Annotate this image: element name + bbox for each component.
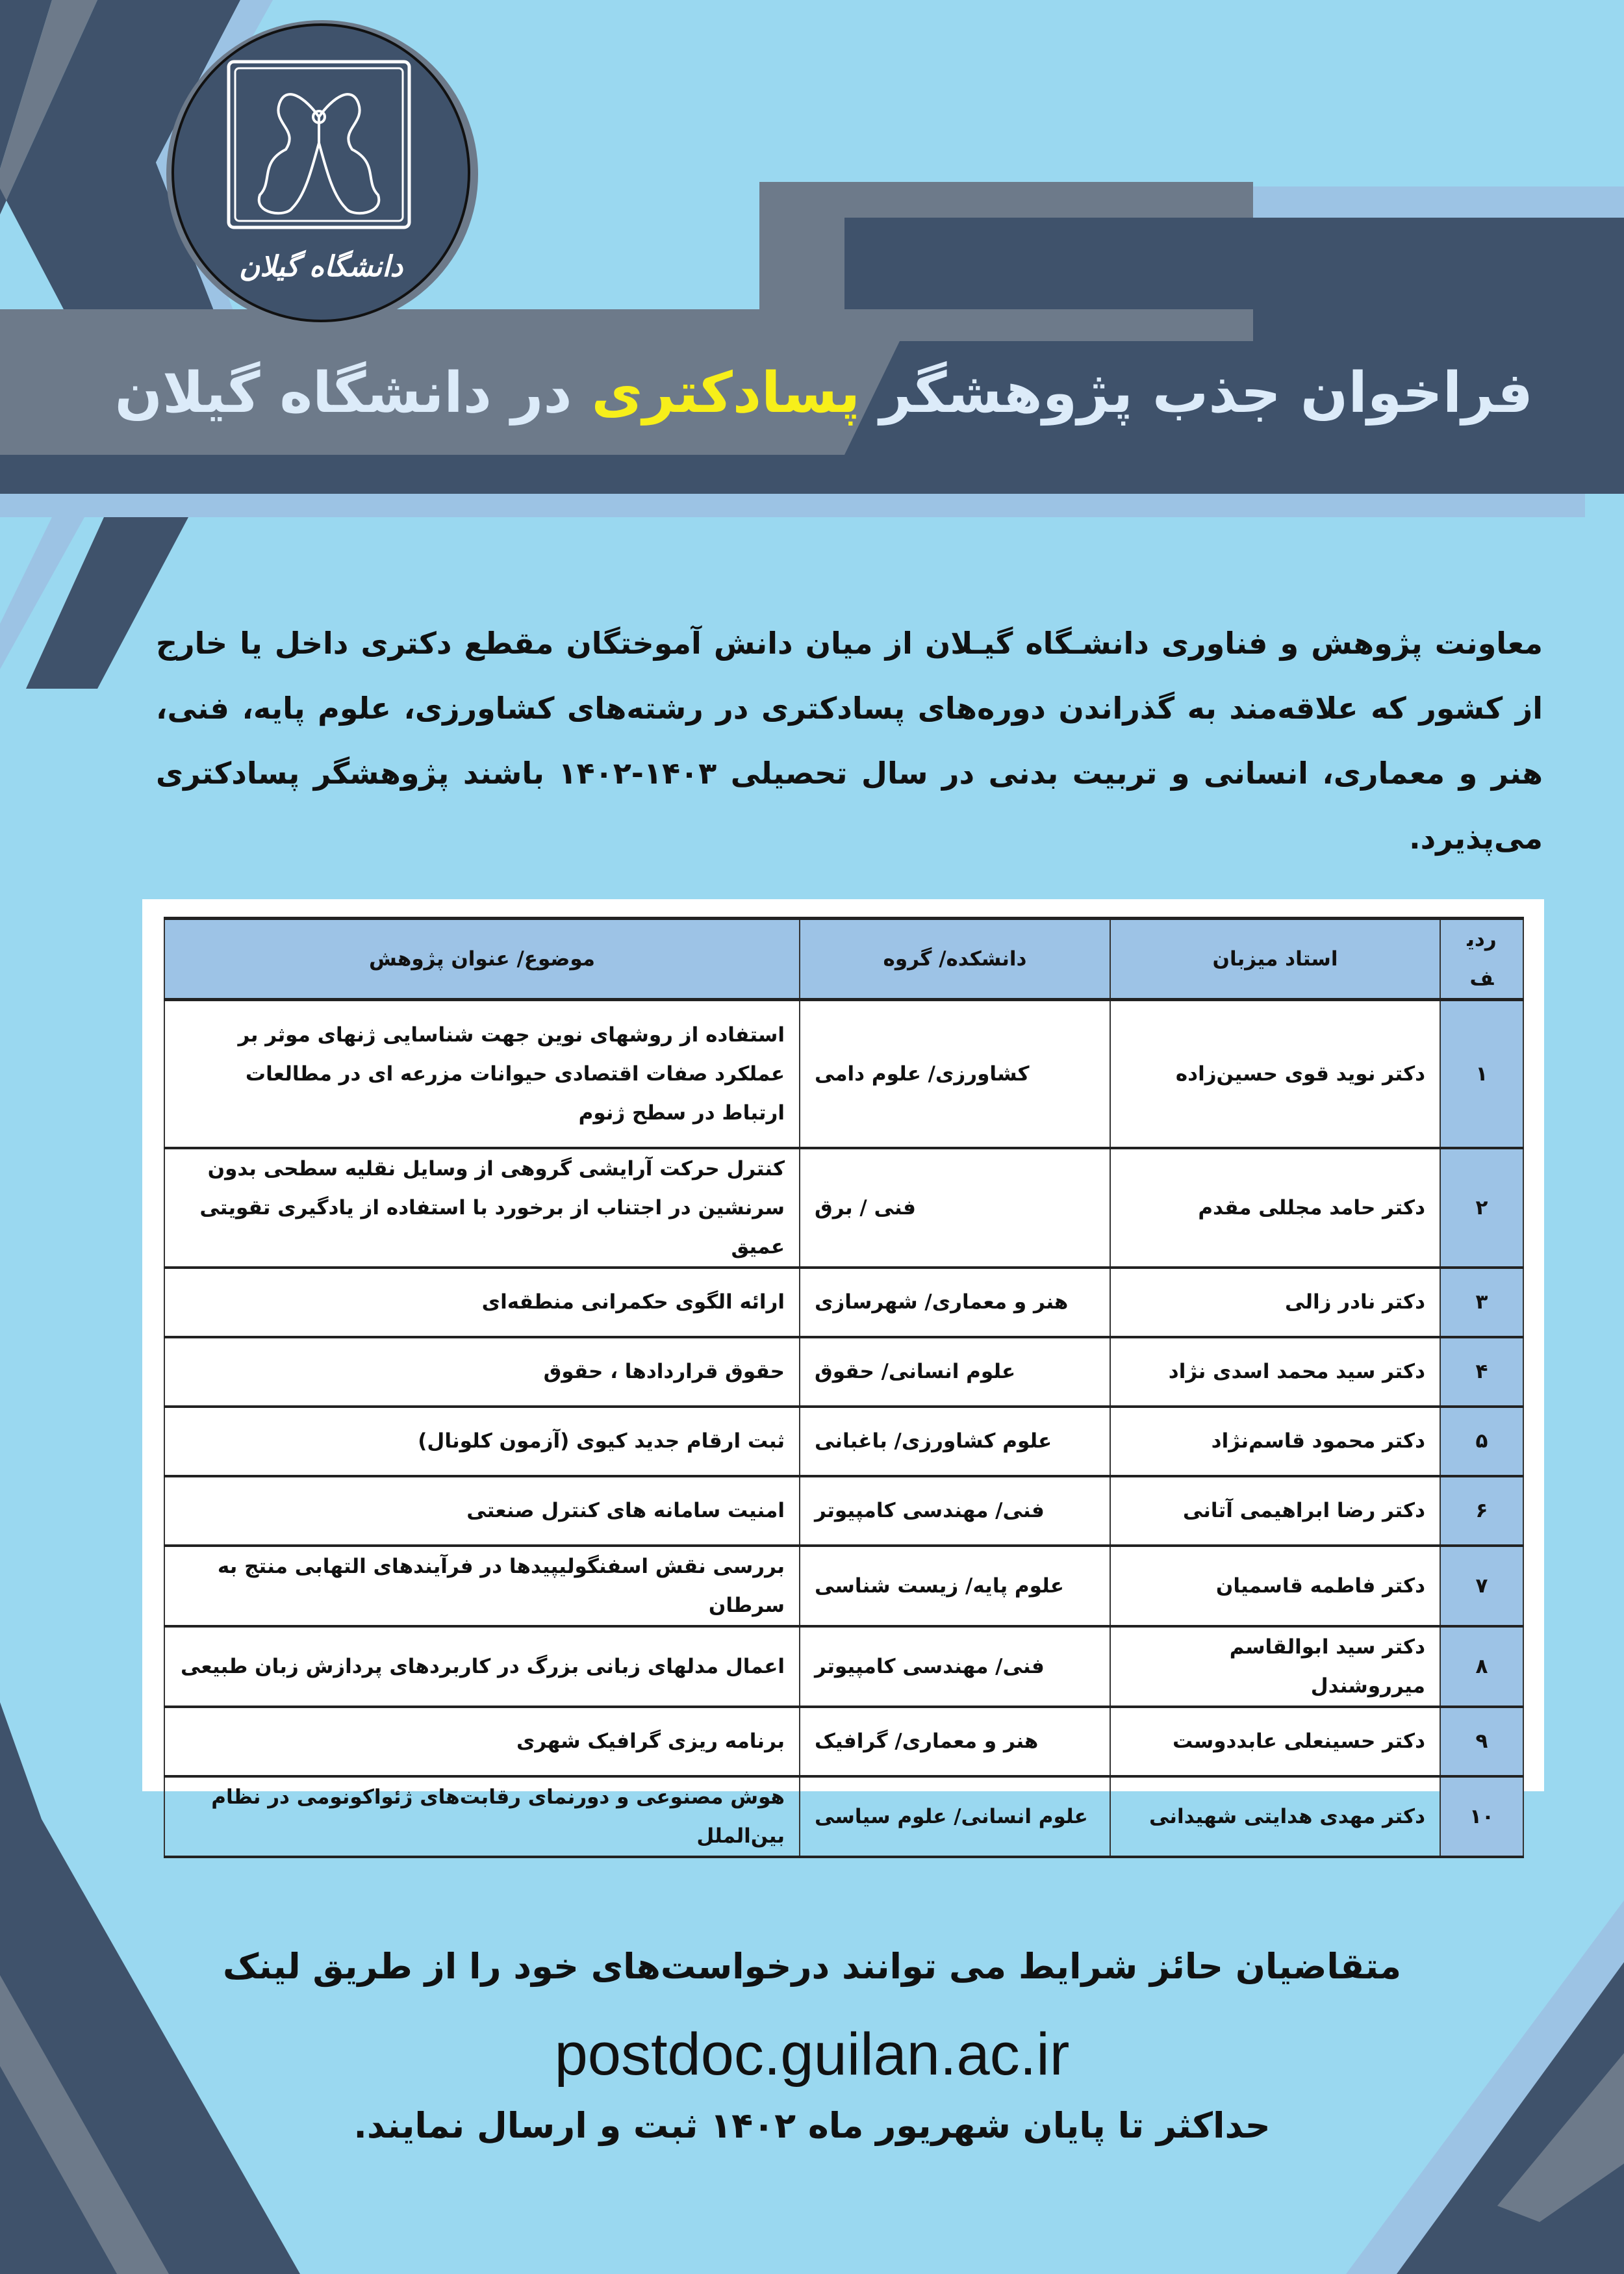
table-body: ۱ دکتر نوید قوی حسین‌زاده کشاورزی/ علوم دا… — [164, 999, 1524, 1858]
title-highlight: پسادکتری — [591, 361, 861, 426]
row-number: ۶ — [1440, 1475, 1524, 1547]
table-row: ۲ دکتر حامد مجللی مقدم فنی / برق کنترل حرکت… — [164, 1147, 1524, 1269]
footer-link[interactable]: postdoc.guilan.ac.ir — [554, 2021, 1070, 2088]
header-light-strip — [1253, 186, 1624, 219]
table-row: ۵ دکتر محمود قاسم‌نژاد علوم کشاورزی/ باغبا… — [164, 1405, 1524, 1477]
host-cell: دکتر مهدی هدایتی شهیدانی — [1110, 1775, 1441, 1858]
table-row: ۱۰ دکتر مهدی هدایتی شهیدانی علوم انسانی/ ع… — [164, 1775, 1524, 1858]
intro-paragraph: معاونت پژوهش و فناوری دانشـگاه گیـلان از… — [156, 626, 1543, 856]
researchers-table-panel: ردیف استاد میزبان دانشکده/ گروه موضوع/ ع… — [142, 899, 1544, 1858]
topic-cell: برنامه ریزی گرافیک شهری — [164, 1706, 800, 1778]
topic-cell: اعمال مدلهای زبانی بزرگ در کاربردهای پرد… — [164, 1625, 800, 1708]
topic-cell: کنترل حرکت آرایشی گروهی از وسایل نقلیه س… — [164, 1147, 800, 1269]
topic-cell: ثبت ارقام جدید کیوی (آزمون کلونال) — [164, 1405, 800, 1477]
host-cell: دکتر سید محمد اسدی نژاد — [1110, 1336, 1441, 1408]
row-number: ۹ — [1440, 1706, 1524, 1778]
faculty-cell: فنی/ مهندسی کامپیوتر — [799, 1475, 1111, 1547]
header-gray-band — [0, 309, 1253, 455]
table-row: ۶ دکتر رضا ابراهیمی آتانی فنی/ مهندسی کامپ… — [164, 1475, 1524, 1547]
host-cell: دکتر محمود قاسم‌نژاد — [1110, 1405, 1441, 1477]
host-cell: دکتر فاطمه قاسمیان — [1110, 1544, 1441, 1628]
host-cell: دکتر نوید قوی حسین‌زاده — [1110, 999, 1441, 1149]
footer-deadline: حداکثر تا پایان شهریور ماه ۱۴۰۲ ثبت و ار… — [353, 2105, 1271, 2146]
university-logo: دانشگاه گیلان — [166, 20, 478, 328]
title-part1: فراخوان جذب پژوهشگر — [880, 361, 1533, 426]
stripe-light-below-header — [0, 517, 84, 669]
topic-cell: ارائه الگوی حکمرانی منطقه‌ای — [164, 1266, 800, 1338]
row-number: ۱ — [1440, 999, 1524, 1149]
faculty-cell: علوم انسانی/ علوم سیاسی — [799, 1775, 1111, 1858]
row-number: ۵ — [1440, 1405, 1524, 1477]
stripe-gray-bottom-left — [0, 1975, 169, 2274]
host-cell: دکتر نادر زالی — [1110, 1266, 1441, 1338]
table-row: ۴ دکتر سید محمد اسدی نژاد علوم انسانی/ حقو… — [164, 1336, 1524, 1408]
topic-cell: هوش مصنوعی و دورنمای رقابت‌های ژئواکونوم… — [164, 1775, 800, 1858]
researchers-table: ردیف استاد میزبان دانشکده/ گروه موضوع/ ع… — [164, 917, 1524, 1858]
header-dark-band — [0, 218, 1624, 494]
faculty-cell: فنی/ مهندسی کامپیوتر — [799, 1625, 1111, 1708]
faculty-cell: علوم پایه/ زیست شناسی — [799, 1544, 1111, 1628]
row-number: ۴ — [1440, 1336, 1524, 1408]
faculty-cell: کشاورزی/ علوم دامی — [799, 999, 1111, 1149]
row-number: ۸ — [1440, 1625, 1524, 1708]
header-light-bottom-strip — [0, 494, 1585, 517]
stripe-dark-below-header — [26, 517, 188, 689]
host-cell: دکتر سید ابوالقاسم میرروشندل — [1110, 1625, 1441, 1708]
row-number: ۱۰ — [1440, 1775, 1524, 1858]
topic-cell: بررسی نقش اسفنگولیپیدها در فرآیندهای الت… — [164, 1544, 800, 1628]
footer-instruction: متقاضیان حائز شرایط می توانند درخواست‌ها… — [222, 1946, 1402, 1987]
faculty-cell: هنر و معماری/ شهرسازی — [799, 1266, 1111, 1338]
table-row: ۹ دکتر حسینعلی عابددوست هنر و معماری/ گراف… — [164, 1706, 1524, 1778]
faculty-cell: علوم انسانی/ حقوق — [799, 1336, 1111, 1408]
header-faculty: دانشکده/ گروه — [799, 917, 1111, 1001]
row-number: ۳ — [1440, 1266, 1524, 1338]
row-number: ۲ — [1440, 1147, 1524, 1269]
table-row: ۳ دکتر نادر زالی هنر و معماری/ شهرسازی ارائ… — [164, 1266, 1524, 1338]
topic-cell: استفاده از روشهای نوین جهت شناسایی ژنهای… — [164, 999, 800, 1149]
table-row: ۱ دکتر نوید قوی حسین‌زاده کشاورزی/ علوم دا… — [164, 999, 1524, 1149]
header-host: استاد میزبان — [1110, 917, 1441, 1001]
page-title: فراخوان جذب پژوهشگر پسادکتری در دانشگاه … — [97, 338, 1533, 448]
header-topic: موضوع/ عنوان پژوهش — [164, 917, 800, 1001]
table-row: ۷ دکتر فاطمه قاسمیان علوم پایه/ زیست شناسی… — [164, 1544, 1524, 1628]
title-part2: در دانشگاه گیلان — [114, 361, 572, 426]
topic-cell: حقوق قراردادها ، حقوق — [164, 1336, 800, 1408]
host-cell: دکتر رضا ابراهیمی آتانی — [1110, 1475, 1441, 1547]
topic-cell: امنیت سامانه های کنترل صنعتی — [164, 1475, 800, 1547]
row-number: ۷ — [1440, 1544, 1524, 1628]
stripe-gray-bottom-right — [1497, 2053, 1624, 2222]
table-header-row: ردیف استاد میزبان دانشکده/ گروه موضوع/ ع… — [164, 917, 1524, 1001]
logo-text: دانشگاه گیلان — [239, 249, 404, 283]
faculty-cell: علوم کشاورزی/ باغبانی — [799, 1405, 1111, 1477]
header-row-number: ردیف — [1440, 917, 1524, 1001]
faculty-cell: فنی / برق — [799, 1147, 1111, 1269]
host-cell: دکتر حامد مجللی مقدم — [1110, 1147, 1441, 1269]
faculty-cell: هنر و معماری/ گرافیک — [799, 1706, 1111, 1778]
table-row: ۸ دکتر سید ابوالقاسم میرروشندل فنی/ مهندسی… — [164, 1625, 1524, 1708]
host-cell: دکتر حسینعلی عابددوست — [1110, 1706, 1441, 1778]
